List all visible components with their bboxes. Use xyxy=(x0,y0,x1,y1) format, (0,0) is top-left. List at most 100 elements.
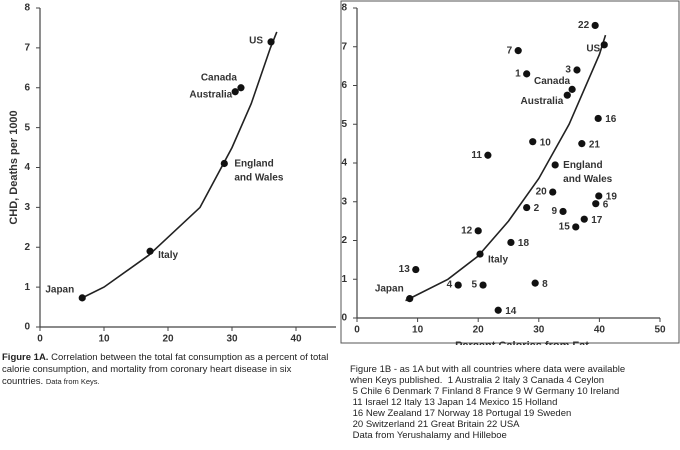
caption-lead: Figure 1A. xyxy=(2,352,49,363)
point-label: Australia xyxy=(520,96,563,107)
point-label: 21 xyxy=(589,139,601,150)
y-tick-label: 2 xyxy=(341,235,347,246)
point-label: 11 xyxy=(471,150,482,161)
y-tick-label: 8 xyxy=(341,3,347,14)
point xyxy=(78,294,86,302)
caption-line: 11 Israel 12 Italy 13 Japan 14 Mexico 15… xyxy=(350,397,558,408)
point xyxy=(484,151,492,159)
y-tick-label: 3 xyxy=(341,196,347,207)
point xyxy=(595,192,603,200)
point-label: England and Wales xyxy=(234,158,284,183)
chart-b: 01234567801020304050Percent Calories fro… xyxy=(340,0,680,345)
y-tick-label: 8 xyxy=(24,3,30,14)
fit-curve xyxy=(81,31,278,299)
point xyxy=(412,265,420,274)
caption-line: when Keys published. 1 Australia 2 Italy… xyxy=(350,375,605,386)
point-label: 19 xyxy=(606,192,618,203)
point-label: 2 xyxy=(534,203,540,214)
point xyxy=(231,88,239,96)
point xyxy=(573,66,581,74)
point xyxy=(523,70,531,78)
caption-line: 20 Switzerland 21 Great Britain 22 USA xyxy=(350,419,520,430)
y-tick-label: 1 xyxy=(24,282,30,293)
y-tick-label: 7 xyxy=(24,43,30,54)
x-axis-label: Percent Calories from Fat xyxy=(455,340,589,345)
point xyxy=(454,281,462,289)
point-label: 9 xyxy=(551,206,557,217)
y-tick-label: 4 xyxy=(24,162,30,173)
x-tick-label: 20 xyxy=(473,325,485,336)
point xyxy=(572,223,580,231)
y-tick-label: 0 xyxy=(341,313,347,324)
caption-a: Figure 1A. Correlation between the total… xyxy=(2,352,332,388)
point xyxy=(529,138,537,146)
y-tick-label: 6 xyxy=(24,82,30,93)
caption-line: 5 Chile 6 Denmark 7 Finland 8 France 9 W… xyxy=(350,386,620,397)
point xyxy=(551,161,559,169)
y-tick-label: 5 xyxy=(341,119,347,130)
x-tick-label: 20 xyxy=(162,334,174,345)
point-label: 15 xyxy=(559,222,571,233)
point xyxy=(568,85,576,93)
point-label: 17 xyxy=(591,215,603,226)
y-tick-label: 1 xyxy=(341,274,347,285)
x-tick-label: 30 xyxy=(533,325,545,336)
y-tick-label: 7 xyxy=(341,41,347,52)
point xyxy=(406,295,414,303)
point-label: 12 xyxy=(461,225,473,236)
point-label: 1 xyxy=(515,69,521,80)
point-label: 14 xyxy=(505,306,517,317)
caption-text: Correlation between the total fat consum… xyxy=(2,352,329,387)
point xyxy=(479,281,487,289)
point-label: 7 xyxy=(507,45,513,56)
point xyxy=(507,238,515,247)
point-label: Japan xyxy=(375,283,404,294)
point xyxy=(237,84,245,92)
point xyxy=(592,200,600,208)
point xyxy=(580,215,588,223)
point-label: 20 xyxy=(536,187,548,198)
x-tick-label: 10 xyxy=(98,334,110,345)
point xyxy=(578,140,586,148)
point-label: Australia xyxy=(189,89,232,100)
point xyxy=(267,38,275,46)
y-tick-label: 2 xyxy=(24,242,30,253)
x-tick-label: 40 xyxy=(290,334,302,345)
point-label: 13 xyxy=(399,264,411,275)
point-label: 3 xyxy=(565,65,571,76)
point xyxy=(594,114,602,123)
y-tick-label: 3 xyxy=(24,202,30,213)
point xyxy=(523,203,531,212)
y-tick-label: 4 xyxy=(341,158,347,169)
point-label: Italy xyxy=(158,250,178,261)
point-label: 4 xyxy=(447,280,453,291)
frame xyxy=(340,0,680,344)
point xyxy=(531,279,539,287)
point-label: 10 xyxy=(540,137,552,148)
point-label: 6 xyxy=(603,199,609,210)
caption-b: Figure 1B - as 1A but with all countries… xyxy=(350,364,680,441)
x-tick-label: 50 xyxy=(654,325,666,336)
point xyxy=(476,250,484,258)
caption-line: 16 New Zealand 17 Norway 18 Portugal 19 … xyxy=(350,408,572,419)
point xyxy=(591,21,599,30)
x-tick-label: 10 xyxy=(412,325,424,336)
x-tick-label: 40 xyxy=(594,325,606,336)
caption-line: Data from Yerushalamy and Hilleboe xyxy=(350,430,507,441)
point xyxy=(559,207,567,216)
point-label: 8 xyxy=(542,279,548,290)
point-label: US xyxy=(249,36,263,47)
point xyxy=(474,227,482,235)
point xyxy=(514,47,522,55)
point-label: 22 xyxy=(578,20,590,31)
x-tick-label: 30 xyxy=(226,334,238,345)
point-label: Canada xyxy=(201,72,238,83)
y-tick-label: 5 xyxy=(24,122,30,133)
y-tick-label: 0 xyxy=(24,322,30,333)
point-label: Canada xyxy=(534,76,571,87)
point-label: Italy xyxy=(488,255,508,266)
point-label: 18 xyxy=(518,238,530,249)
point-label: Japan xyxy=(45,285,74,296)
point-label: England and Wales xyxy=(563,160,613,185)
